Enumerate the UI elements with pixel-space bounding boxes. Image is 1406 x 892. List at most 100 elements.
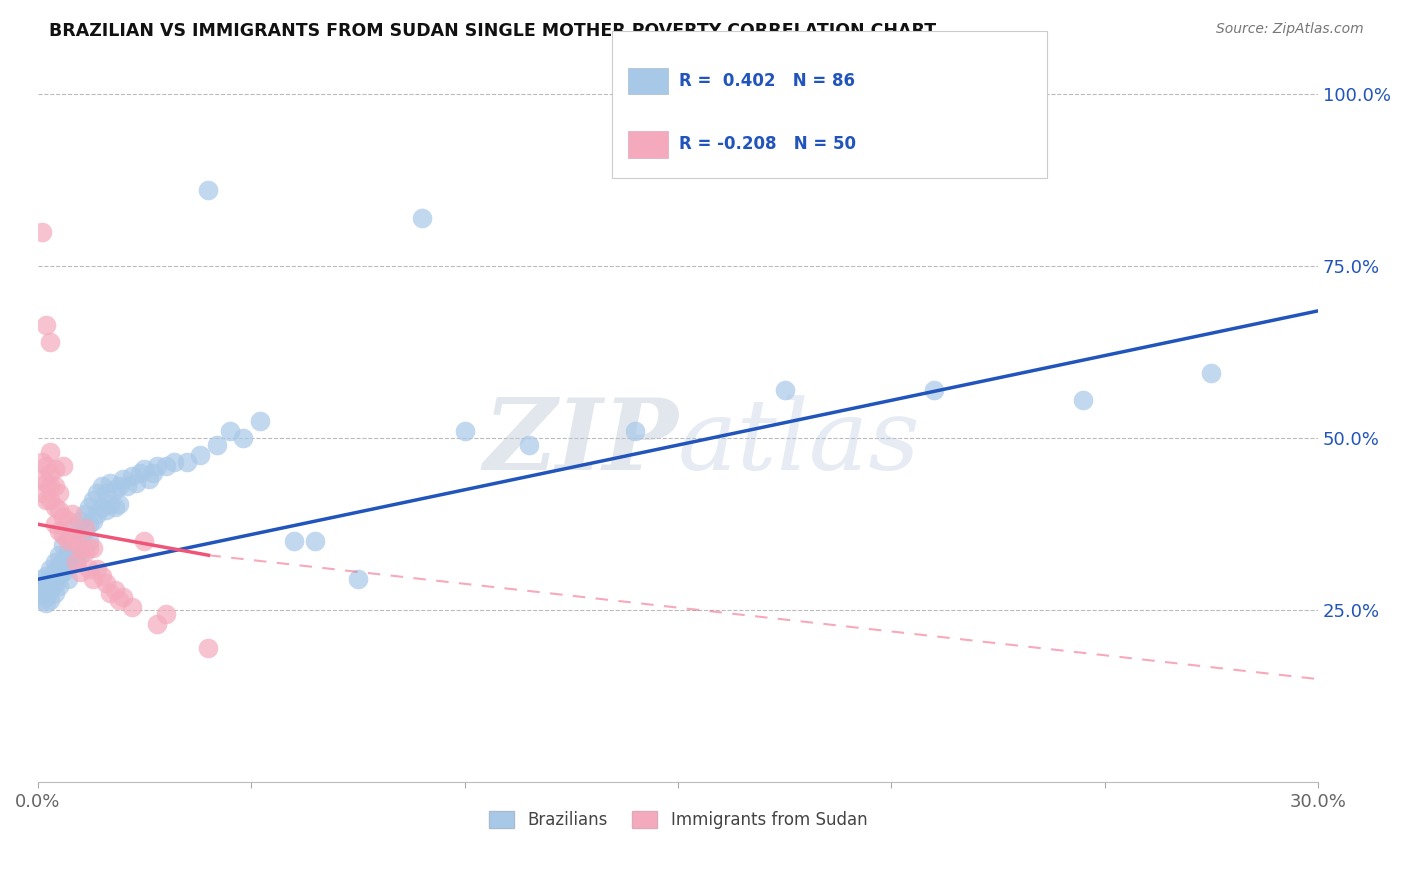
Point [1073, 393, 1095, 408]
Point [31, 572, 53, 586]
Point [44, 586, 66, 600]
Point [121, 469, 143, 483]
Point [188, 449, 211, 463]
Point [103, 582, 125, 597]
Point [56, 558, 79, 573]
Point [94, 503, 117, 517]
Point [107, 497, 129, 511]
Point [52, 551, 75, 566]
Text: R =  0.402   N = 86: R = 0.402 N = 86 [679, 72, 855, 90]
Point [346, 572, 368, 586]
Point [31, 473, 53, 487]
Point [197, 641, 219, 656]
Point [39, 334, 62, 349]
Point [82, 514, 104, 528]
Point [411, 211, 433, 225]
Point [35, 582, 58, 597]
Point [56, 534, 79, 549]
Point [77, 517, 100, 532]
Point [82, 493, 104, 508]
Point [283, 534, 305, 549]
Point [107, 479, 129, 493]
Point [125, 475, 148, 490]
Point [163, 455, 186, 469]
Point [52, 538, 75, 552]
Point [65, 534, 87, 549]
Point [48, 486, 70, 500]
Point [232, 431, 254, 445]
Point [65, 555, 87, 569]
Point [304, 534, 326, 549]
Point [155, 458, 177, 473]
Point [48, 569, 70, 583]
Point [39, 562, 62, 576]
Point [624, 425, 647, 439]
Point [31, 586, 53, 600]
Point [60, 534, 83, 549]
Point [52, 510, 75, 524]
Point [77, 534, 100, 549]
Point [1201, 366, 1223, 380]
Point [52, 527, 75, 541]
Point [39, 493, 62, 508]
Point [69, 566, 91, 580]
Point [35, 590, 58, 604]
Point [56, 572, 79, 586]
Point [39, 479, 62, 493]
Point [453, 425, 475, 439]
Point [44, 479, 66, 493]
Point [121, 599, 143, 614]
Point [39, 593, 62, 607]
Point [146, 458, 169, 473]
Point [517, 438, 540, 452]
Point [69, 541, 91, 556]
Point [134, 534, 156, 549]
Point [56, 514, 79, 528]
Point [35, 475, 58, 490]
Point [44, 517, 66, 532]
Text: BRAZILIAN VS IMMIGRANTS FROM SUDAN SINGLE MOTHER POVERTY CORRELATION CHART: BRAZILIAN VS IMMIGRANTS FROM SUDAN SINGL… [49, 22, 936, 40]
Point [31, 225, 53, 239]
Point [69, 548, 91, 562]
Point [138, 473, 160, 487]
Point [117, 479, 139, 493]
Point [103, 500, 125, 514]
Point [48, 503, 70, 517]
Point [218, 425, 240, 439]
Point [86, 486, 108, 500]
Point [82, 541, 104, 556]
Point [94, 575, 117, 590]
Point [35, 318, 58, 332]
Point [52, 566, 75, 580]
Point [56, 545, 79, 559]
Point [90, 479, 112, 493]
Point [31, 455, 53, 469]
Point [60, 507, 83, 521]
Point [773, 383, 796, 397]
Point [31, 486, 53, 500]
Point [134, 462, 156, 476]
Point [31, 593, 53, 607]
Point [73, 524, 96, 538]
Point [249, 414, 271, 428]
Legend: Brazilians, Immigrants from Sudan: Brazilians, Immigrants from Sudan [482, 804, 875, 836]
Point [98, 497, 121, 511]
Point [35, 493, 58, 508]
Point [44, 575, 66, 590]
Point [98, 475, 121, 490]
Point [107, 593, 129, 607]
Point [65, 527, 87, 541]
Point [65, 541, 87, 556]
Point [86, 507, 108, 521]
Point [35, 575, 58, 590]
Point [86, 562, 108, 576]
Point [35, 569, 58, 583]
Text: Source: ZipAtlas.com: Source: ZipAtlas.com [1216, 22, 1364, 37]
Point [142, 466, 165, 480]
Point [82, 572, 104, 586]
Point [48, 524, 70, 538]
Point [44, 500, 66, 514]
Point [52, 458, 75, 473]
Point [56, 531, 79, 545]
Point [39, 466, 62, 480]
